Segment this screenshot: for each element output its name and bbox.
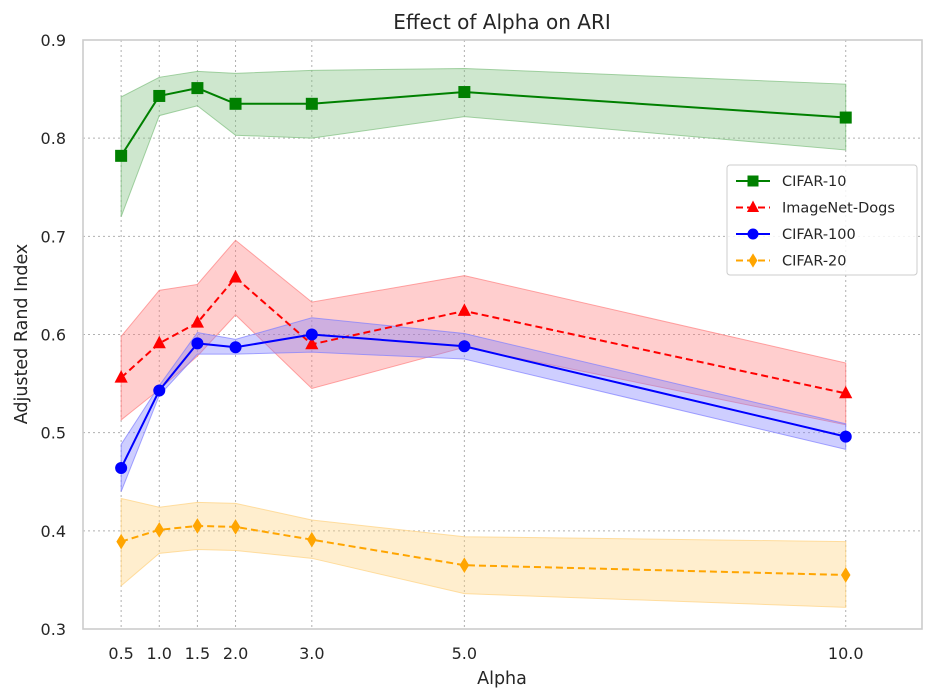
band-cifar-100 (120, 317, 847, 492)
point-imagenet-dogs (114, 370, 128, 383)
legend-box (726, 164, 918, 276)
y-tick-label: 0.4 (41, 522, 66, 541)
point-imagenet-dogs (152, 335, 166, 349)
x-tick-label: 2.0 (223, 644, 248, 663)
y-axis-title: Adjusted Rand Index (12, 244, 32, 425)
legend-label-imagenet-dogs: ImageNet-Dogs (782, 201, 895, 217)
point-imagenet-dogs (190, 315, 204, 328)
y-axis-ticks: 0.3 0.4 0.5 0.6 0.7 0.8 0.9 (41, 31, 66, 639)
point-cifar-100 (153, 384, 166, 397)
point-cifar-100 (839, 430, 852, 443)
point-cifar-100 (305, 328, 318, 341)
point-cifar-20 (192, 518, 203, 534)
point-cifar-10 (839, 111, 852, 124)
x-tick-label: 0.5 (108, 644, 133, 663)
point-cifar-10 (305, 97, 318, 110)
x-axis-title: Alpha (477, 669, 527, 689)
y-tick-label: 0.8 (41, 129, 66, 148)
legend-marker-imagenet-dogs (746, 200, 760, 212)
point-cifar-100 (229, 341, 242, 354)
band-cifar-20 (120, 497, 847, 608)
x-tick-label: 5.0 (452, 644, 477, 663)
point-cifar-20 (840, 567, 851, 583)
point-cifar-100 (191, 337, 204, 350)
point-imagenet-dogs (305, 336, 319, 350)
point-cifar-10 (191, 82, 204, 95)
point-cifar-20 (116, 533, 126, 550)
point-cifar-20 (459, 557, 470, 573)
y-tick-label: 0.9 (41, 31, 66, 50)
y-tick-label: 0.3 (41, 620, 66, 639)
point-cifar-10 (458, 86, 471, 99)
plot-frame (82, 39, 923, 630)
point-cifar-20 (307, 531, 317, 548)
legend-marker-cifar-100 (747, 228, 759, 240)
point-cifar-10 (229, 97, 242, 110)
x-tick-label: 10.0 (828, 644, 864, 663)
legend: CIFAR-10 ImageNet-Dogs CIFAR-100 CIFAR-20 (726, 164, 918, 276)
point-cifar-10 (115, 149, 128, 162)
point-cifar-100 (115, 462, 128, 475)
point-imagenet-dogs (839, 385, 853, 399)
x-tick-label: 1.0 (147, 644, 172, 663)
point-cifar-10 (153, 89, 166, 102)
y-tick-label: 0.6 (41, 326, 66, 345)
legend-label-cifar-20: CIFAR-20 (782, 254, 847, 270)
point-imagenet-dogs (228, 270, 243, 283)
point-cifar-20 (230, 519, 241, 535)
series-markers (114, 82, 853, 583)
chart-title: Effect of Alpha on ARI (393, 10, 611, 34)
x-tick-label: 3.0 (299, 644, 324, 663)
point-cifar-100 (458, 340, 471, 353)
legend-marker-cifar-20 (748, 253, 758, 268)
x-axis-ticks: 0.5 1.0 1.5 2.0 3.0 5.0 10.0 (108, 644, 863, 663)
legend-label-cifar-100: CIFAR-100 (782, 227, 856, 243)
x-tick-label: 1.5 (185, 644, 210, 663)
legend-label-cifar-10: CIFAR-10 (782, 174, 847, 190)
point-cifar-20 (154, 522, 165, 538)
legend-marker-cifar-10 (747, 175, 759, 187)
point-imagenet-dogs (457, 303, 471, 316)
y-tick-label: 0.7 (41, 227, 66, 246)
y-tick-label: 0.5 (41, 424, 66, 443)
